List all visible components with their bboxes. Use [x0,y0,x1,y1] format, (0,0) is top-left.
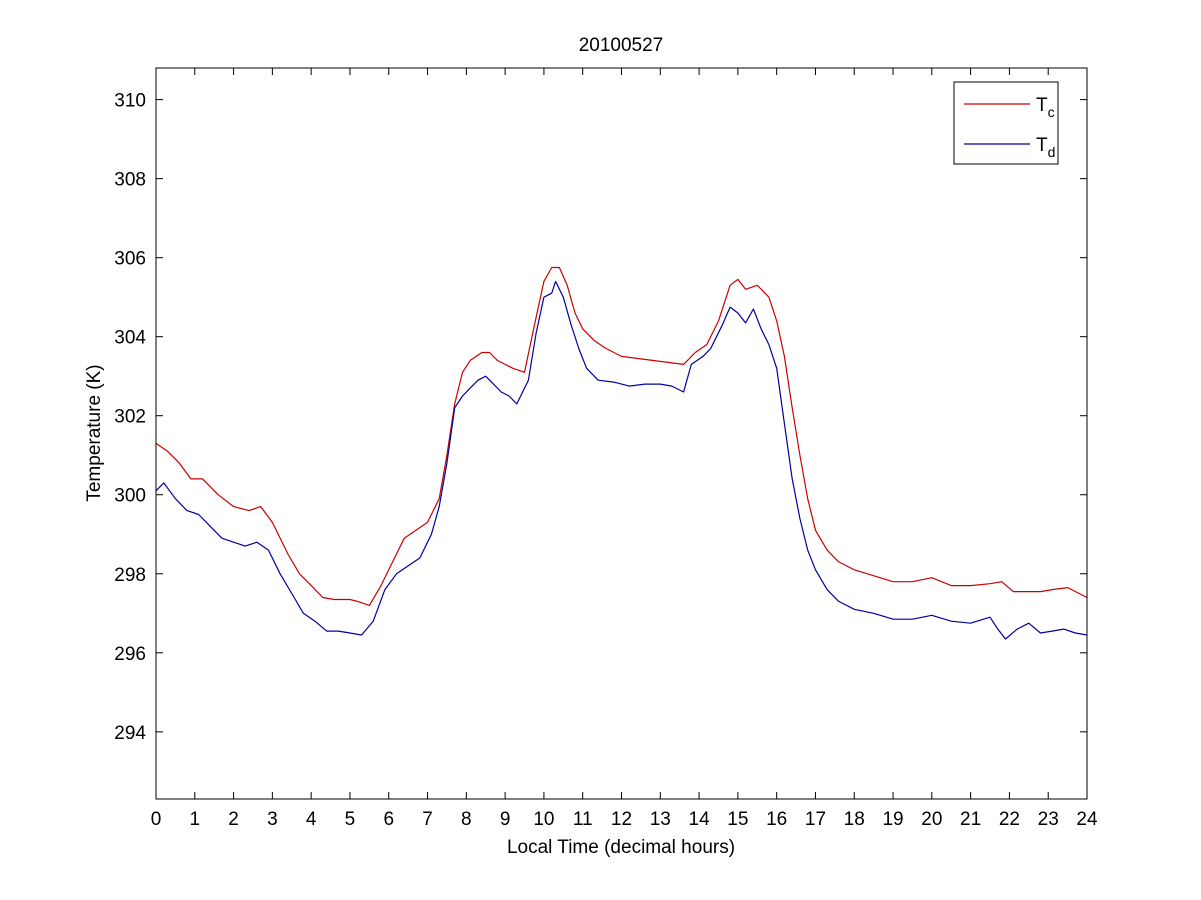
legend-label: Tc [1036,95,1055,120]
x-tick-label: 15 [727,809,748,830]
x-tick-label: 0 [151,809,162,830]
y-axis-label: Temperature (K) [84,364,105,501]
legend-label-subscript: c [1048,104,1055,120]
x-tick-label: 5 [345,809,356,830]
y-tick-label: 308 [114,170,146,191]
y-tick-label: 296 [114,644,146,665]
x-tick-label: 12 [611,809,632,830]
plot-frame [155,67,1088,800]
y-tick-label: 310 [114,91,146,112]
legend-label: Td [1036,135,1055,160]
x-tick-label: 22 [999,809,1020,830]
legend-label-main: T [1036,95,1048,116]
x-tick-label: 23 [1038,809,1059,830]
x-tick-label: 19 [882,809,903,830]
y-tick-label: 300 [114,486,146,507]
x-tick-label: 6 [383,809,394,830]
x-tick-label: 18 [844,809,865,830]
x-tick-label: 10 [533,809,554,830]
x-tick-label: 13 [650,809,671,830]
legend-box [953,81,1059,165]
x-tick-label: 3 [267,809,278,830]
x-tick-label: 21 [960,809,981,830]
x-tick-label: 17 [805,809,826,830]
x-tick-label: 8 [461,809,472,830]
x-tick-label: 1 [190,809,201,830]
series-line-T-d [155,280,1088,640]
x-tick-label: 24 [1076,809,1098,830]
x-tick-label: 14 [689,809,711,830]
y-tick-label: 306 [114,249,146,270]
y-tick-label: 302 [114,407,146,428]
x-tick-label: 2 [228,809,239,830]
x-tick-label: 4 [306,809,317,830]
legend-label-subscript: d [1048,144,1056,160]
x-tick-label: 7 [422,809,433,830]
chart-title: 20100527 [579,35,664,56]
x-tick-label: 11 [573,809,593,830]
y-tick-label: 298 [114,565,146,586]
y-tick-label: 304 [114,328,146,349]
y-tick-label: 294 [114,723,146,744]
series-line-T-c [155,266,1088,607]
x-tick-label: 9 [500,809,511,830]
x-tick-label: 16 [766,809,787,830]
x-axis-label: Local Time (decimal hours) [507,837,735,858]
x-tick-label: 20 [921,809,942,830]
legend-label-main: T [1036,135,1048,156]
